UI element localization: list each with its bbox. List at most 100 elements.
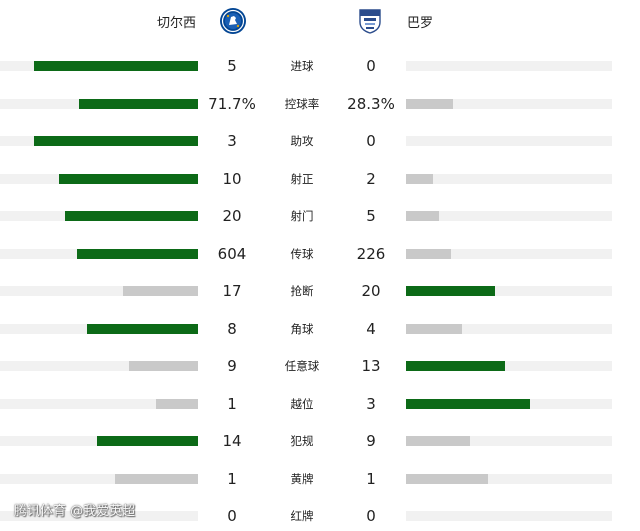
away-stat-value: 3: [366, 394, 376, 413]
watermark: 腾讯体育 @我爱英超: [14, 504, 136, 519]
home-stat-value: 17: [222, 282, 242, 300]
home-stat-value: 0: [227, 507, 237, 525]
away-bar-track: [406, 436, 612, 446]
away-stat-bar: [406, 98, 453, 109]
away-stat-bar: [406, 286, 495, 296]
stat-label: 红牌: [290, 509, 314, 523]
away-bar-track: [406, 98, 612, 109]
home-stat-value: 14: [222, 432, 242, 450]
stat-label: 射门: [290, 209, 314, 223]
home-bar-track: [0, 473, 198, 484]
stat-row: 3 助攻 0: [0, 129, 640, 153]
away-stat-value: 0: [366, 132, 376, 150]
stat-label: 越位: [290, 396, 314, 411]
match-header: 切尔西 巴罗: [0, 0, 640, 44]
stat-label: 任意球: [284, 359, 320, 373]
home-bar-track: [0, 98, 198, 109]
home-stat-bar: [115, 473, 198, 484]
home-stat-bar: [65, 211, 198, 221]
away-team-name: 巴罗: [407, 16, 434, 31]
stat-row: 5 进球 0: [0, 54, 640, 78]
home-bar-track: [0, 248, 198, 259]
away-stat-bar: [406, 211, 439, 221]
home-stat-value: 10: [222, 169, 242, 188]
away-stat-value: 2: [366, 169, 376, 188]
away-stat-value: 13: [361, 357, 381, 375]
away-bar-track: [406, 136, 612, 146]
home-stat-bar: [34, 136, 198, 146]
home-stat-value: 5: [227, 57, 237, 75]
stat-row: 10 射正 2: [0, 167, 640, 191]
home-stat-value: 71.7%: [208, 94, 256, 113]
home-bar-track: [0, 61, 198, 71]
stat-row: 9 任意球 13: [0, 354, 640, 378]
home-bar-track: [0, 286, 198, 296]
away-stat-value: 4: [366, 319, 376, 338]
away-stat-bar: [406, 173, 433, 184]
stat-row: 1 黄牌 1: [0, 467, 640, 491]
chelsea-crest-icon: [220, 8, 246, 34]
away-bar-track: [406, 286, 612, 296]
home-stat-bar: [87, 323, 198, 334]
home-bar-track: [0, 173, 198, 184]
stat-row: 0 红牌 0: [0, 504, 640, 528]
stat-row: 1 越位 3: [0, 392, 640, 416]
stat-label: 传球: [290, 246, 314, 261]
home-stat-value: 604: [217, 244, 247, 263]
home-stat-bar: [123, 286, 198, 296]
barrow-crest-icon: [359, 9, 381, 34]
away-bar-track: [406, 61, 612, 71]
home-bar-track: [0, 211, 198, 221]
home-bar-track: [0, 398, 198, 409]
home-stat-value: 20: [222, 207, 242, 225]
stat-label: 助攻: [290, 134, 314, 148]
away-stat-bar: [406, 436, 470, 446]
stat-label: 黄牌: [290, 471, 314, 486]
home-stat-value: 1: [227, 469, 237, 488]
home-stat-bar: [77, 248, 198, 259]
away-stat-bar: [406, 473, 488, 484]
stat-row: 71.7% 控球率 28.3%: [0, 92, 640, 116]
away-stat-value: 5: [366, 207, 376, 225]
home-bar-track: [0, 136, 198, 146]
home-stat-bar: [59, 173, 198, 184]
away-bar-track: [406, 248, 612, 259]
home-team-name: 切尔西: [157, 16, 197, 31]
away-stat-value: 1: [366, 469, 376, 488]
stat-label: 角球: [290, 321, 314, 336]
away-stat-value: 226: [356, 244, 386, 263]
home-bar-track: [0, 323, 198, 334]
home-bar-track: [0, 511, 198, 521]
home-stat-bar: [34, 61, 198, 71]
stat-label: 射正: [290, 171, 314, 186]
away-stat-value: 9: [366, 432, 376, 450]
away-bar-track: [406, 323, 612, 334]
home-stat-value: 3: [227, 132, 237, 150]
stat-label: 进球: [290, 59, 314, 73]
home-stat-value: 8: [227, 319, 237, 338]
home-stat-bar: [79, 98, 198, 109]
away-stat-value: 28.3%: [347, 94, 395, 113]
stat-label: 犯规: [290, 434, 314, 448]
stat-label: 控球率: [284, 96, 320, 111]
home-stat-bar: [156, 398, 198, 409]
home-stat-value: 1: [227, 394, 237, 413]
away-stat-bar: [406, 361, 505, 371]
stat-label: 抢断: [290, 284, 314, 298]
away-bar-track: [406, 211, 612, 221]
away-bar-track: [406, 473, 612, 484]
away-stat-bar: [406, 248, 451, 259]
home-stat-bar: [97, 436, 198, 446]
stat-row: 14 犯规 9: [0, 429, 640, 453]
away-stat-value: 20: [361, 282, 381, 300]
away-bar-track: [406, 361, 612, 371]
stat-row: 20 射门 5: [0, 204, 640, 228]
away-stat-value: 0: [366, 57, 376, 75]
home-stat-bar: [129, 361, 198, 371]
home-stat-value: 9: [227, 357, 237, 375]
stat-row: 17 抢断 20: [0, 279, 640, 303]
away-bar-track: [406, 511, 612, 521]
stat-row: 8 角球 4: [0, 317, 640, 341]
home-bar-track: [0, 361, 198, 371]
away-bar-track: [406, 398, 612, 409]
